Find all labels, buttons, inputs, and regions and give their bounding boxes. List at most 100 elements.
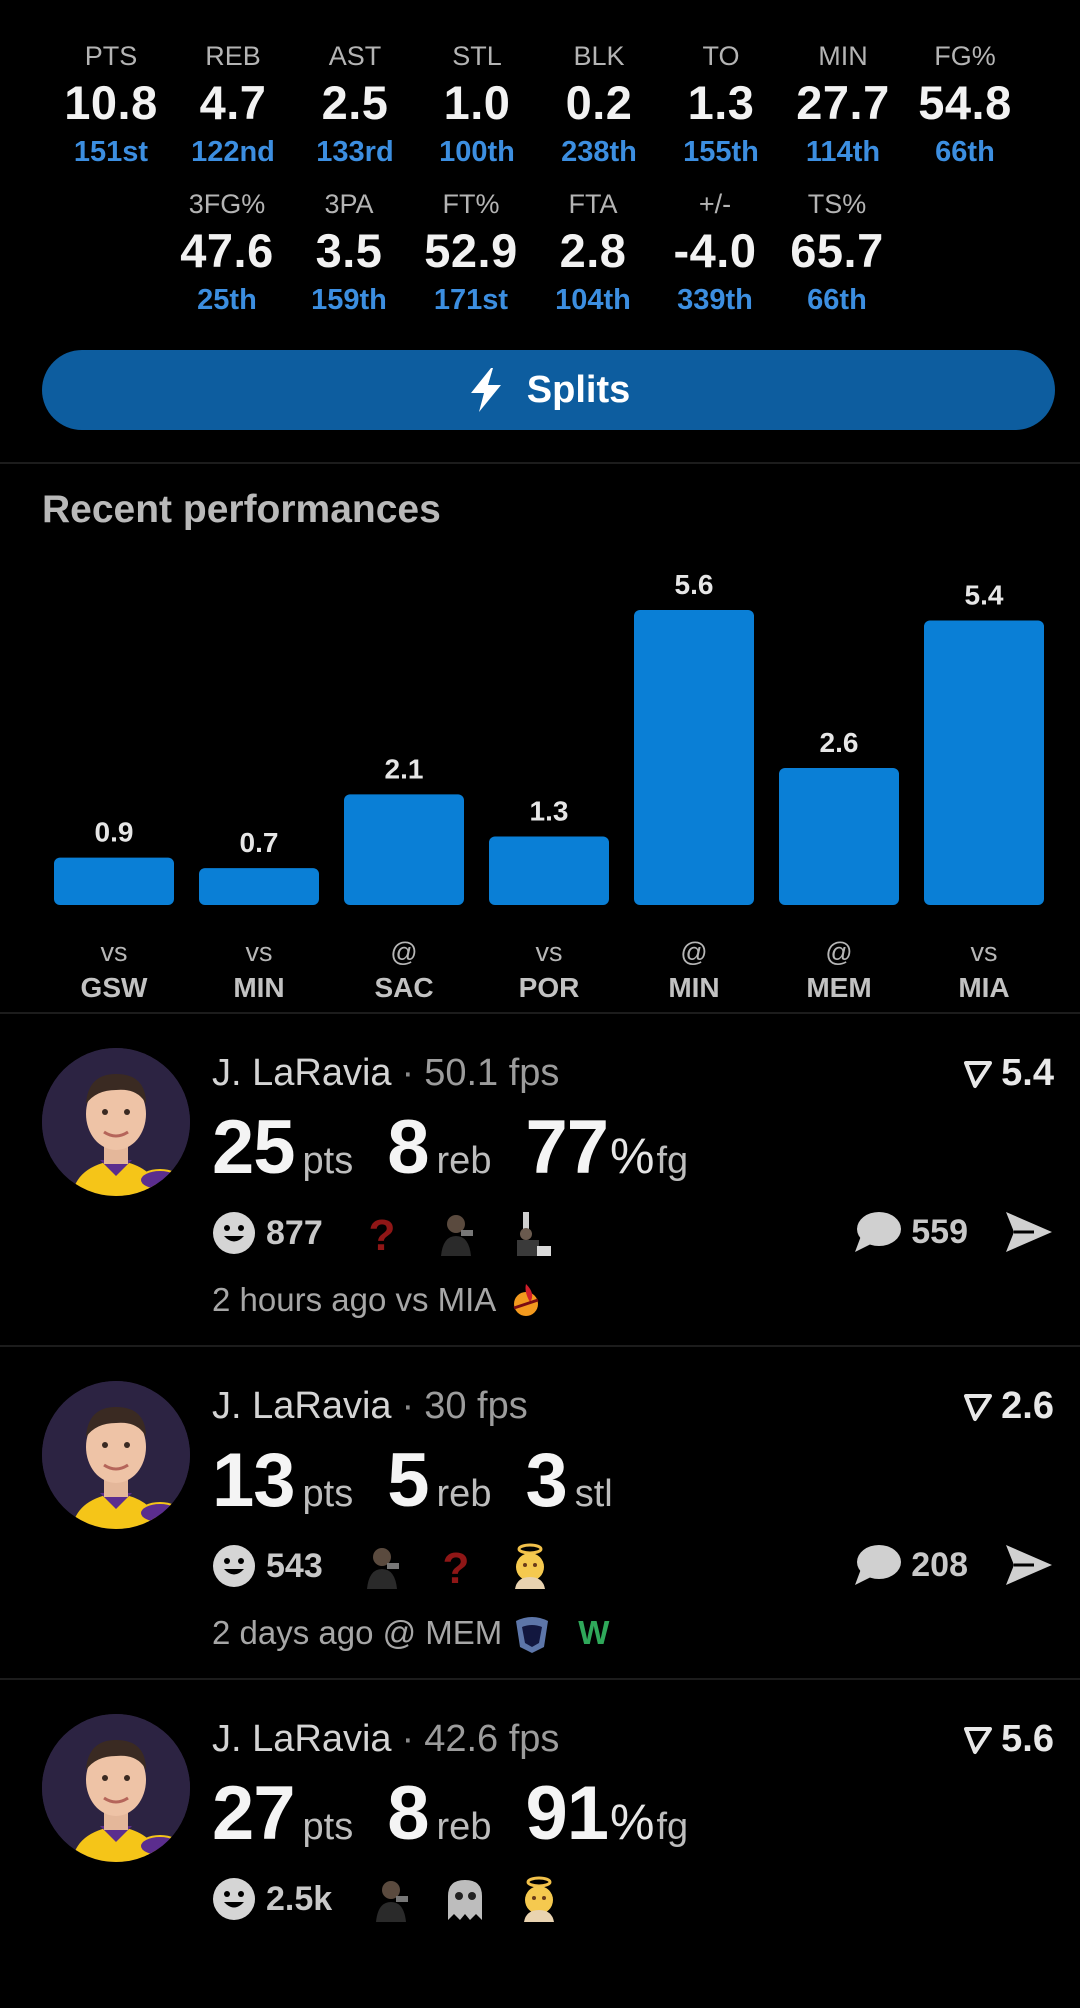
player-name[interactable]: J. LaRavia [212,1718,392,1760]
stat-min[interactable]: MIN 27.7 114th [782,36,904,174]
divider [0,1012,1080,1014]
bar-value-label: 0.9 [95,817,134,848]
stat-label: 3PA [324,189,374,219]
bar-value-label: 2.1 [385,753,424,784]
stat-label: FG% [934,41,996,71]
stat-blk[interactable]: BLK 0.2 238th [538,36,660,174]
question-mark-icon[interactable]: ? [433,1543,479,1593]
stat-fg-[interactable]: FG% 54.8 66th [904,36,1026,174]
stat-row-2: 3FG% 47.6 25th 3PA 3.5 159th FT% 52.9 171st FTA 2.… [166,184,898,322]
stat-rank: 151st [73,136,149,168]
svg-text:?: ? [368,1211,395,1256]
stat-rank: 66th [935,136,995,168]
reaction-count: 877 [266,1213,323,1252]
stat-rank: 159th [311,284,387,316]
stat-value: 1.3 [687,76,755,129]
stat-number: 25 [212,1105,296,1190]
chart-bar[interactable] [634,610,754,905]
category-prefix-label: vs [246,937,273,967]
bar-value-label: 2.6 [820,727,859,758]
question-mark-icon[interactable]: ? [359,1210,405,1260]
separator-dot: · [401,1052,415,1094]
comment-bubble-icon[interactable] [853,1543,902,1587]
chart-bar[interactable] [54,857,174,905]
chart-bar[interactable] [489,836,609,905]
reaction-count: 543 [266,1546,323,1585]
stat-rank: 339th [677,284,753,316]
stat-ft-[interactable]: FT% 52.9 171st [410,184,532,322]
stat-line: 13 pts 5 reb 3 stl [212,1437,647,1524]
category-prefix-label: vs [971,937,998,967]
performance-card[interactable]: J. LaRavia · 42.6 fps 5.6 27 pts 8 reb 91% fg 2.5k [0,1678,1080,2008]
smiley-icon[interactable] [212,1211,256,1255]
stat-rank: 25th [197,284,257,316]
stat-rank: 122nd [191,136,275,168]
comment-count: 559 [911,1212,968,1251]
stat-label: 3FG% [188,189,266,219]
stat-unit: fg [656,1140,689,1182]
avatar[interactable] [42,1381,190,1529]
trophy-person-emoji-icon[interactable] [507,1210,553,1256]
stat-rank: 104th [555,284,631,316]
person-emoji-icon[interactable] [433,1210,479,1256]
svg-text:?: ? [442,1544,469,1589]
angel-emoji-icon[interactable] [516,1876,562,1922]
stat-unit: stl [574,1473,613,1515]
splits-label: Splits [526,368,631,411]
stat-reb[interactable]: REB 4.7 122nd [172,36,294,174]
stat-fta[interactable]: FTA 2.8 104th [532,184,654,322]
player-name[interactable]: J. LaRavia [212,1052,392,1094]
bar-value-label: 1.3 [530,796,569,827]
fps-value: 30 fps [424,1385,528,1427]
stat-value: 4.7 [199,76,267,129]
stat-row-1: PTS 10.8 151st REB 4.7 122nd AST 2.5 133rd STL 1.0… [50,36,1026,174]
heat-logo-icon [513,1284,539,1316]
stat-pts[interactable]: PTS 10.8 151st [50,36,172,174]
person-emoji-icon[interactable] [359,1543,405,1589]
category-team-label: POR [519,972,580,1003]
comment-bubble-icon[interactable] [853,1210,902,1254]
stat-label: TO [702,41,740,71]
stat-rank: 100th [439,136,515,168]
stat-unit: pts [302,1806,354,1848]
person-emoji-icon[interactable] [368,1876,414,1922]
bar-value-label: 5.4 [965,580,1004,611]
stat-to[interactable]: TO 1.3 155th [660,36,782,174]
angel-emoji-icon[interactable] [507,1543,553,1589]
chart-bar[interactable] [344,794,464,905]
divider [0,1345,1080,1347]
category-team-label: MIN [233,972,284,1003]
send-icon[interactable] [1004,1543,1054,1587]
comments: 208 [853,1543,1054,1587]
avatar[interactable] [42,1048,190,1196]
chart-bar[interactable] [199,868,319,905]
stat-value: 1.0 [443,76,511,129]
smiley-icon[interactable] [212,1877,256,1921]
stat-value: 2.8 [559,224,627,277]
player-name[interactable]: J. LaRavia [212,1385,392,1427]
stat-3fg-[interactable]: 3FG% 47.6 25th [166,184,288,322]
stat-value: 47.6 [180,224,274,277]
avatar[interactable] [42,1714,190,1862]
stat-unit: reb [436,1140,492,1182]
stat-unit: reb [436,1806,492,1848]
stat--[interactable]: +/- -4.0 339th [654,184,776,322]
performance-card[interactable]: J. LaRavia · 50.1 fps 5.4 25 pts 8 reb 77% fg 877?… [0,1012,1080,1342]
ghost-emoji-icon[interactable] [442,1876,488,1922]
stat-stl[interactable]: STL 1.0 100th [416,36,538,174]
stat-ts-[interactable]: TS% 65.7 66th [776,184,898,322]
send-icon[interactable] [1004,1210,1054,1254]
separator-dot: · [401,1385,415,1427]
stat-3pa[interactable]: 3PA 3.5 159th [288,184,410,322]
score-triangle-icon [963,1392,1001,1422]
fps-value: 50.1 fps [424,1052,560,1094]
smiley-icon[interactable] [212,1544,256,1588]
splits-button[interactable]: Splits [42,350,1055,430]
category-prefix-label: @ [680,937,707,967]
performance-card[interactable]: J. LaRavia · 30 fps 2.6 13 pts 5 reb 3 stl 543? 208… [0,1345,1080,1675]
stat-value: 27.7 [796,76,890,129]
stat-ast[interactable]: AST 2.5 133rd [294,36,416,174]
chart-bar[interactable] [924,620,1044,905]
chart-bar[interactable] [779,768,899,905]
game-result: W [578,1614,610,1651]
